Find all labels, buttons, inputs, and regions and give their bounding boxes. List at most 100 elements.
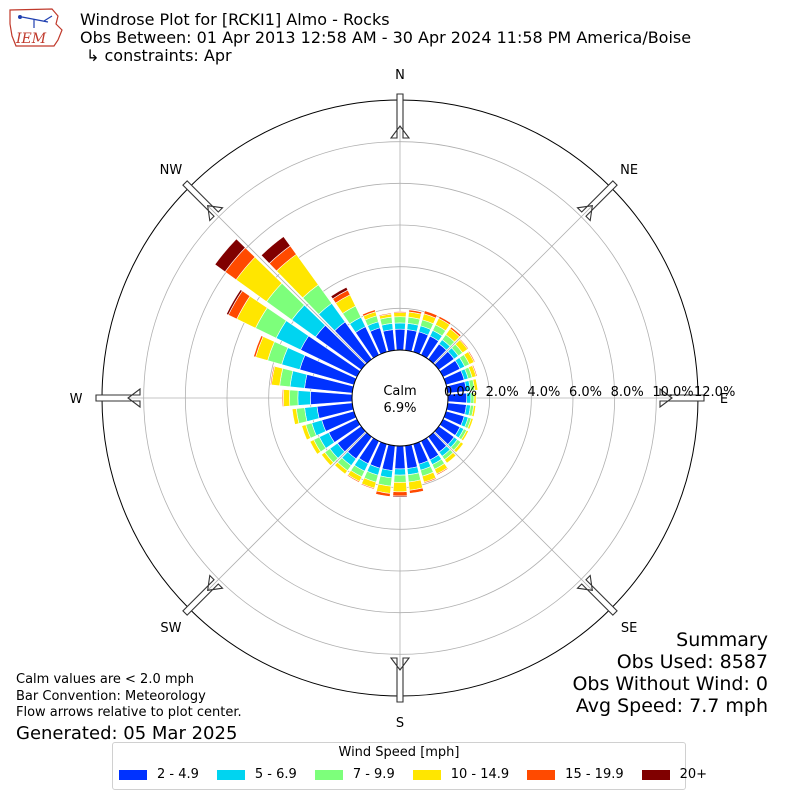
compass-arrow-n [389,93,411,139]
bar-210-4 [346,474,361,483]
legend-swatch [314,769,343,780]
bar-70-4 [471,364,478,377]
legend-label: 20+ [679,767,708,782]
grid-spoke [399,397,612,610]
compass-arrow-shape [389,93,411,139]
bar-270-2 [289,389,299,407]
bar-90-3 [473,392,477,404]
bar-0-0 [394,328,406,351]
bars-layer [214,236,479,498]
bar-330-5 [330,286,349,300]
bar-310-5 [214,238,246,273]
generated-date: Generated: 05 Mar 2025 [16,722,238,744]
legend: Wind Speed [mph] 2 - 4.9 5 - 6.9 7 - 9.9 10… [112,742,707,790]
bar-0-1 [394,322,406,330]
bar-270-1 [297,390,311,406]
bar-270-3 [282,389,291,407]
bar-250-3 [301,424,312,441]
bar-150-4 [436,467,449,476]
legend-swatch [412,769,441,780]
bar-140-3 [444,452,457,464]
labels-layer: Calm 6.9% 0.0% 2.0% 4.0% 6.0% 8.0% 10.0% 12.0% N N… [70,68,736,731]
compass-arrow-shape [95,387,141,409]
bar-60-4 [467,350,476,363]
bar-340-4 [361,309,376,317]
compass-arrow-w [95,387,141,409]
bar-350-4 [378,312,392,317]
legend-item: 5 - 6.9 [216,767,297,782]
bar-180-1 [394,468,406,476]
grid-ring [226,224,574,572]
grid-spoke [188,186,401,399]
compass-arrow-ne [576,180,618,222]
bar-270-4 [281,389,284,407]
compass-label-sw: SW [160,621,181,636]
compass-label-n: N [395,68,405,83]
compass-arrow-shape [659,387,705,409]
bar-280-1 [289,370,308,389]
bar-110-3 [467,417,474,430]
legend-item: 10 - 14.9 [412,767,510,782]
calm-value: 6.9% [383,401,416,416]
legend-label: 5 - 6.9 [254,767,297,782]
summary-obs-without-wind: Obs Without Wind: 0 [572,673,768,695]
arrows-layer [95,93,705,703]
footer-notes: Calm values are < 2.0 mph Bar Convention… [16,672,242,745]
radial-tick-label: 8.0% [611,385,644,400]
legend-label: 10 - 14.9 [450,767,510,782]
legend-label: 2 - 4.9 [157,767,199,782]
grid-ring [143,141,657,655]
bar-130-3 [453,441,464,453]
radial-tick-label: 0.0% [444,385,477,400]
summary-block: Summary Obs Used: 8587 Obs Without Wind:… [572,629,768,717]
radial-tick-label: 6.0% [569,385,602,400]
chart-constraints: ↳ constraints: Apr [86,46,232,65]
bar-50-4 [459,338,469,350]
bar-170-4 [409,487,424,494]
summary-obs-used: Obs Used: 8587 [616,651,768,673]
radial-tick-label: 4.0% [527,385,560,400]
summary-title: Summary [676,629,768,651]
compass-label-e: E [720,392,728,407]
legend-item: 2 - 4.9 [119,767,199,782]
legend-item: 20+ [641,767,708,782]
legend-swatch [119,769,147,780]
calm-label: Calm [383,384,416,399]
bar-120-3 [460,429,469,442]
legend-swatch [641,769,670,780]
legend-swatch [216,769,245,780]
radial-tick-label: 2.0% [486,385,519,400]
grid-spoke [188,397,401,610]
grid-ring [184,182,616,614]
compass-arrow-shape [389,657,411,703]
bar-300-5 [226,289,243,316]
bar-80-3 [472,378,479,391]
legend-title: Wind Speed [mph] [338,745,460,760]
bar-180-0 [394,445,406,470]
compass-arrow-s [389,657,411,703]
flow-note: Flow arrows relative to plot center. [16,705,242,720]
bar-convention-note: Bar Convention: Meteorology [16,688,206,704]
bar-180-2 [393,474,407,483]
compass-arrow-nw [182,180,224,222]
compass-arrow-e [659,387,705,409]
grid-spoke [399,186,612,399]
bar-220-3 [334,461,348,475]
calm-circle [351,349,449,447]
iem-logo-graphic: IEM [9,8,63,47]
radial-tick-label: 12.0% [694,385,735,400]
compass-label-nw: NW [160,163,183,178]
summary-avg-speed: Avg Speed: 7.7 mph [575,695,768,717]
compass-arrow-shape [576,180,618,222]
radial-tick-label: 10.0% [652,385,693,400]
bar-230-3 [320,451,334,467]
bar-160-4 [423,477,437,484]
legend-items: 2 - 4.9 5 - 6.9 7 - 9.9 10 - 14.9 15 - 19.9 2… [119,767,707,782]
compass-label-ne: NE [620,163,638,178]
legend-label: 15 - 19.9 [565,767,624,782]
bar-260-3 [291,408,300,425]
bar-280-4 [270,365,276,386]
bar-180-4 [392,491,408,497]
bar-30-4 [438,315,452,326]
